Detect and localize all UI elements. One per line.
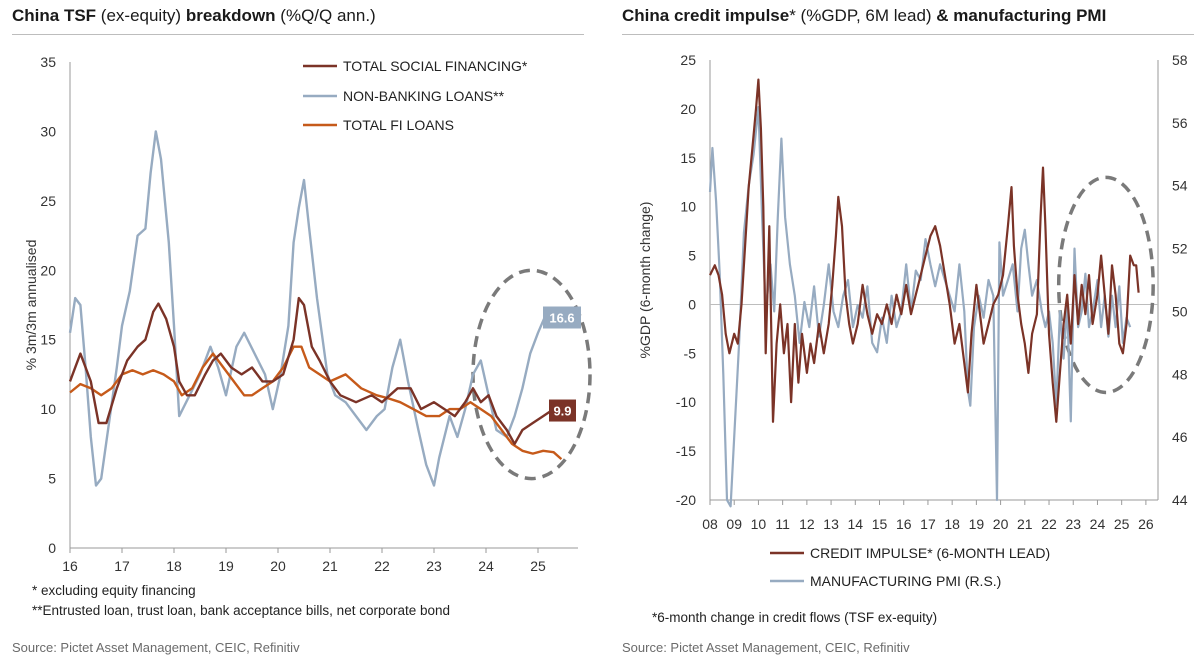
series-line-total-social-financing — [68, 296, 565, 446]
end-label-box — [549, 399, 576, 422]
series-line-manufacturing-pmi-r-s — [708, 106, 1132, 508]
left-x-tick-label: 23 — [426, 558, 442, 574]
right-x-tick-label: 24 — [1090, 516, 1106, 532]
left-y-tick-label: 30 — [40, 123, 56, 139]
right-x-tick-label: 14 — [848, 516, 864, 532]
left-x-tick-label: 20 — [270, 558, 286, 574]
right-x-tick-label: 16 — [896, 516, 912, 532]
right-y2-tick-label: 56 — [1172, 115, 1188, 131]
right-y-tick-label: 15 — [680, 150, 696, 166]
right-y2-tick-label: 50 — [1172, 303, 1188, 319]
right-x-tick-label: 12 — [799, 516, 815, 532]
legend-label-total-social-financing: TOTAL SOCIAL FINANCING* — [343, 58, 528, 74]
left-x-tick-label: 19 — [218, 558, 234, 574]
right-y2-tick-label: 58 — [1172, 52, 1188, 68]
right-y-tick-label: -10 — [676, 394, 696, 410]
right-x-tick-label: 09 — [726, 516, 742, 532]
left-y-tick-label: 10 — [40, 401, 56, 417]
right-x-tick-label: 18 — [944, 516, 960, 532]
series-line-total-fi-loans — [69, 345, 563, 460]
highlight-dashed-ellipse — [471, 268, 592, 481]
right-y2-tick-label: 48 — [1172, 366, 1188, 382]
right-y-tick-label: 25 — [680, 52, 696, 68]
right-y2-tick-label: 44 — [1172, 492, 1188, 508]
left-y-tick-label: 15 — [40, 332, 56, 348]
left-y-tick-label: 5 — [48, 471, 56, 487]
right-y-tick-label: -20 — [676, 492, 696, 508]
right-footnote: *6-month change in credit flows (TSF ex-… — [652, 610, 938, 625]
left-x-tick-label: 17 — [114, 558, 130, 574]
left-y-tick-label: 20 — [40, 262, 56, 278]
left-x-tick-label: 18 — [166, 558, 182, 574]
end-label-box — [543, 306, 581, 329]
right-x-tick-label: 19 — [969, 516, 985, 532]
left-y-tick-label: 35 — [40, 54, 56, 70]
right-x-tick-label: 23 — [1065, 516, 1081, 532]
left-chart-title: China TSF (ex-equity) breakdown (%Q/Q an… — [12, 6, 376, 25]
right-x-tick-label: 13 — [823, 516, 839, 532]
right-x-tick-label: 21 — [1017, 516, 1033, 532]
legend-label-total-fi-loans: TOTAL FI LOANS — [343, 117, 454, 133]
left-x-tick-label: 16 — [62, 558, 78, 574]
right-y-tick-label: -15 — [676, 443, 696, 459]
right-x-tick-label: 15 — [872, 516, 888, 532]
credit-impulse-chart: -20 -15 -10 -5 0 5 10 15 20 25 44 46 48 50 52 54 56 58 08 0… — [637, 52, 1188, 589]
right-y2-tick-label: 52 — [1172, 241, 1188, 257]
left-y-axis-title: % 3m/3m annualised — [23, 240, 39, 371]
right-y-tick-label: 20 — [680, 101, 696, 117]
end-label-value: 9.9 — [553, 404, 571, 419]
tsf-breakdown-chart: 0 5 10 15 20 25 30 35 16 17 18 19 20 21 22 23 24 25 % 3m/3… — [23, 54, 592, 574]
left-x-tick-label: 25 — [530, 558, 546, 574]
right-x-tick-label: 22 — [1041, 516, 1057, 532]
right-x-tick-label: 10 — [751, 516, 767, 532]
end-label-value: 16.6 — [549, 310, 574, 325]
series-line-non-banking-loans — [68, 130, 565, 487]
right-x-tick-label: 08 — [702, 516, 718, 532]
left-footnote-1: * excluding equity financing — [32, 583, 196, 598]
left-x-tick-label: 24 — [478, 558, 494, 574]
right-x-tick-label: 11 — [775, 516, 790, 532]
series-line-credit-impulse-6-month-lead — [709, 78, 1140, 423]
left-title-rule — [12, 34, 584, 35]
left-y-tick-label: 25 — [40, 193, 56, 209]
legend-label-non-banking-loans: NON-BANKING LOANS** — [343, 88, 505, 104]
right-y-tick-label: 0 — [688, 296, 696, 312]
right-x-tick-label: 25 — [1114, 516, 1130, 532]
right-y-tick-label: 5 — [688, 248, 696, 264]
right-y2-tick-label: 54 — [1172, 178, 1188, 194]
right-chart-panel: China credit impulse* (%GDP, 6M lead) & … — [610, 0, 1200, 666]
left-x-tick-label: 21 — [322, 558, 338, 574]
right-source: Source: Pictet Asset Management, CEIC, R… — [622, 640, 910, 655]
right-x-tick-label: 20 — [993, 516, 1009, 532]
right-x-tick-label: 26 — [1138, 516, 1154, 532]
highlight-dashed-ellipse — [1056, 175, 1155, 395]
right-y-tick-label: 10 — [680, 199, 696, 215]
left-footnote-2: **Entrusted loan, trust loan, bank accep… — [32, 603, 451, 618]
left-source: Source: Pictet Asset Management, CEIC, R… — [12, 640, 300, 655]
legend-label-manufacturing-pmi-r-s: MANUFACTURING PMI (R.S.) — [810, 573, 1001, 589]
right-chart-title: China credit impulse* (%GDP, 6M lead) & … — [622, 6, 1107, 25]
right-y2-tick-label: 46 — [1172, 429, 1188, 445]
right-y-axis-title: %GDP (6-month change) — [637, 202, 653, 359]
left-x-tick-label: 22 — [374, 558, 390, 574]
right-title-rule — [622, 34, 1194, 35]
right-y-tick-label: -5 — [684, 345, 697, 361]
left-chart-panel: China TSF (ex-equity) breakdown (%Q/Q an… — [0, 0, 592, 666]
right-x-tick-label: 17 — [920, 516, 936, 532]
legend-label-credit-impulse-6-month-lead: CREDIT IMPULSE* (6-MONTH LEAD) — [810, 545, 1050, 561]
left-y-tick-label: 0 — [48, 540, 56, 556]
